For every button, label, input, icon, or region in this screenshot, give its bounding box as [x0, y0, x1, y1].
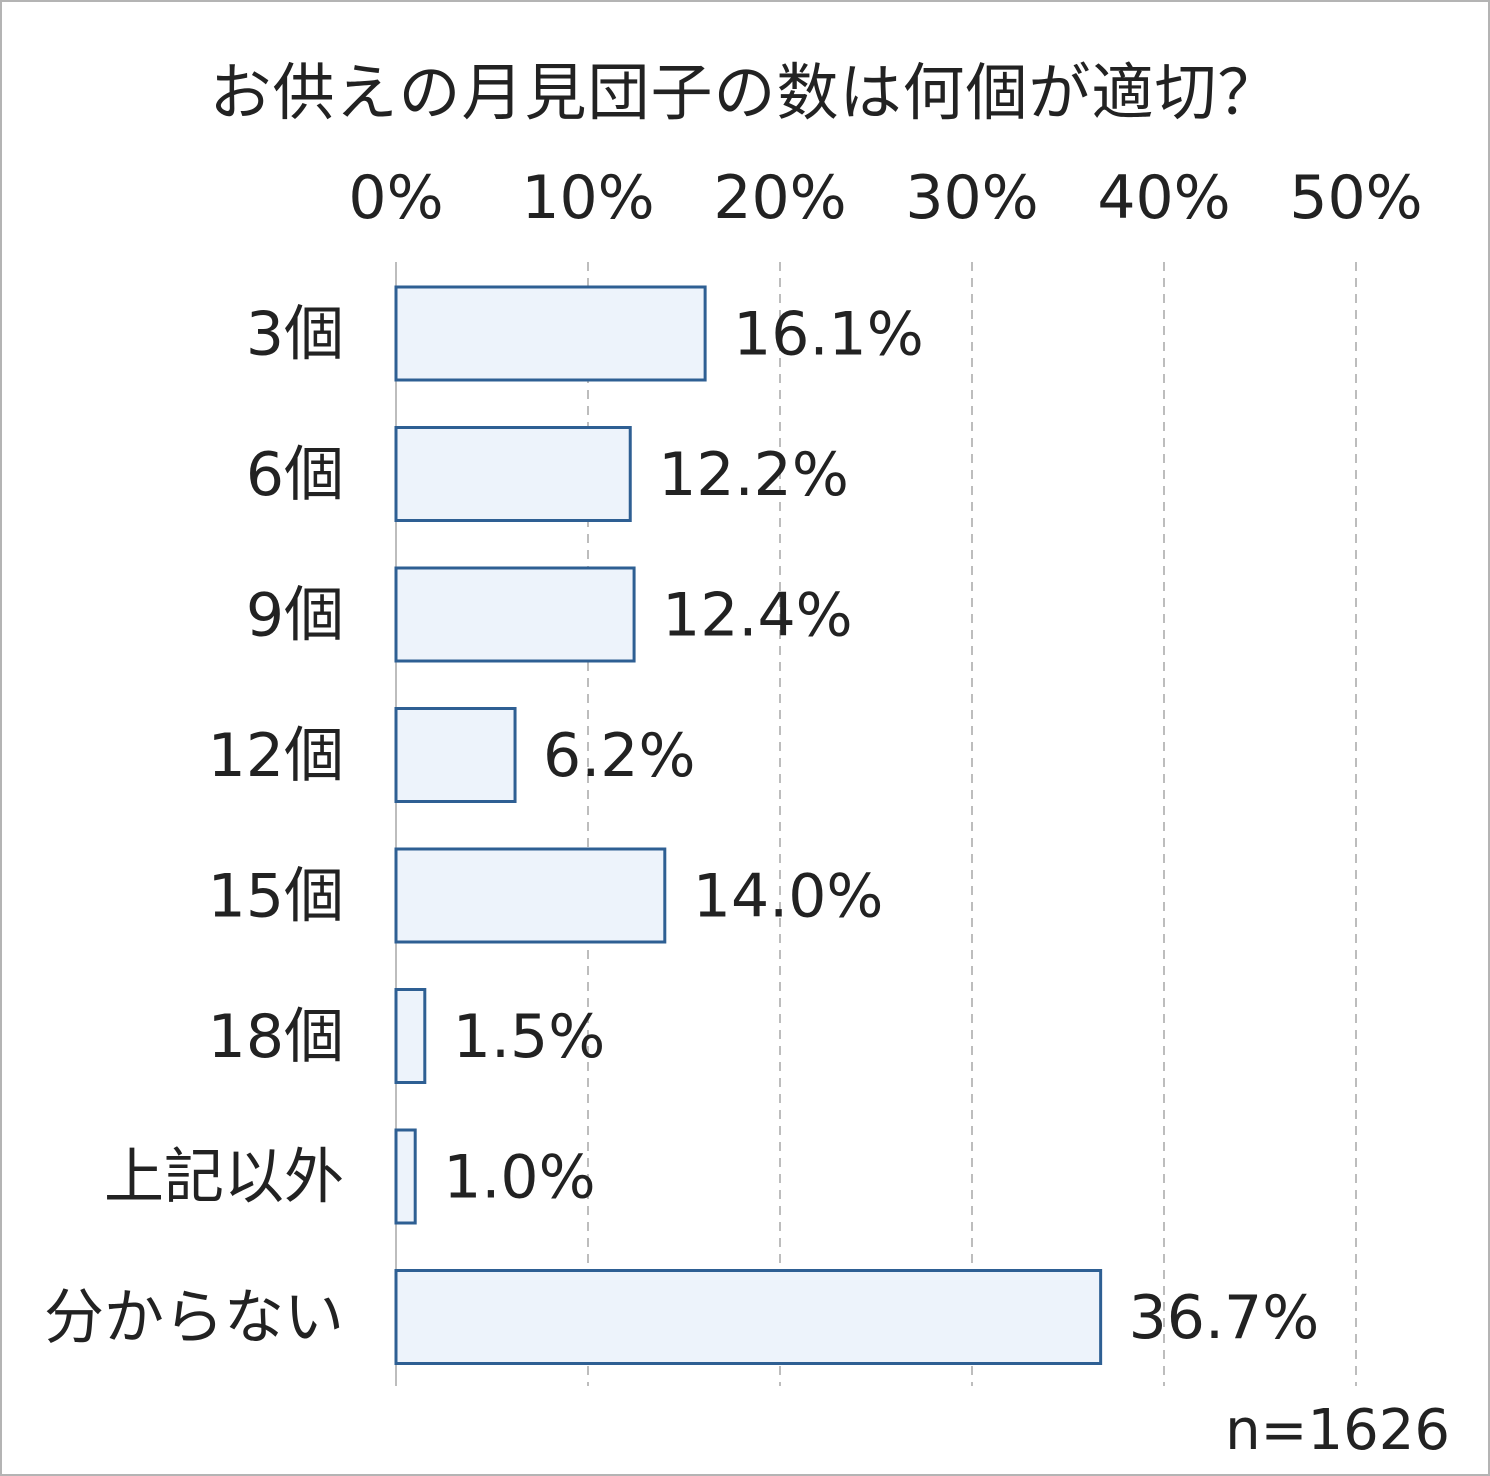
category-label: 3個 — [246, 300, 344, 370]
category-label: 6個 — [246, 440, 344, 510]
bar — [394, 988, 427, 1084]
category-label: 分からない — [44, 1283, 344, 1353]
bar — [394, 847, 667, 944]
bar — [394, 1128, 417, 1225]
bar — [394, 566, 636, 663]
data-label: 16.1% — [733, 300, 924, 370]
category-label: 上記以外 — [104, 1143, 344, 1213]
x-tick-label: 20% — [713, 163, 846, 233]
data-label: 12.4% — [662, 581, 853, 651]
x-tick-label: 50% — [1289, 163, 1422, 233]
bar — [394, 426, 632, 522]
x-tick-label: 30% — [905, 163, 1038, 233]
category-label: 15個 — [208, 862, 344, 932]
sample-size-note: n=1626 — [1225, 1398, 1450, 1463]
bar — [394, 707, 517, 803]
data-label: 1.0% — [443, 1143, 595, 1213]
x-tick-label: 10% — [521, 163, 654, 233]
data-label: 14.0% — [693, 862, 884, 932]
data-label: 12.2% — [658, 440, 849, 510]
category-label: 18個 — [208, 1002, 344, 1072]
x-tick-label: 40% — [1097, 163, 1230, 233]
chart-title: お供えの月見団子の数は何個が適切？ — [209, 56, 1281, 129]
bar — [394, 1269, 1103, 1365]
category-label: 9個 — [246, 581, 344, 651]
data-label: 1.5% — [453, 1002, 605, 1072]
data-label: 36.7% — [1129, 1283, 1320, 1353]
category-label: 12個 — [208, 721, 344, 791]
x-tick-label: 0% — [348, 163, 443, 233]
bar — [394, 285, 707, 382]
data-label: 6.2% — [543, 721, 695, 791]
